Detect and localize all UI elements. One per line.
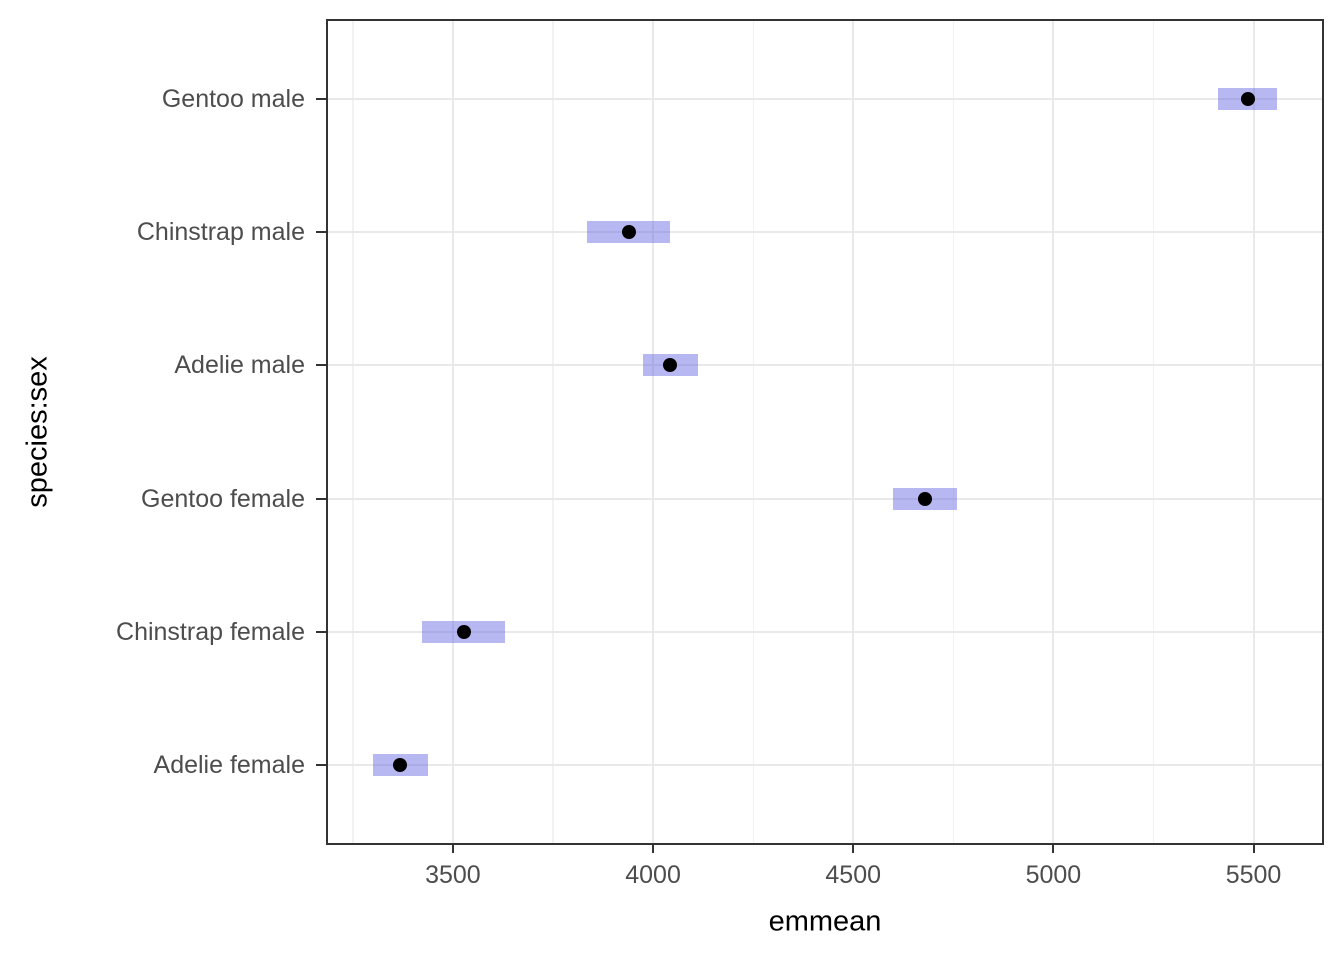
- y-major-gridline: [326, 764, 1324, 767]
- y-axis-category-label: Chinstrap male: [136, 218, 305, 247]
- x-major-gridline: [1052, 19, 1055, 845]
- x-axis-title: emmean: [768, 905, 882, 938]
- emmean-point: [1240, 91, 1255, 106]
- y-major-gridline: [326, 497, 1324, 500]
- y-axis-category-label: Gentoo female: [141, 484, 305, 513]
- y-axis-category-label: Chinstrap female: [116, 617, 305, 646]
- x-axis-tick-label: 4000: [625, 861, 681, 889]
- plot-panel-background: [326, 19, 1324, 845]
- emmean-point: [663, 358, 678, 373]
- y-axis-tick: [316, 764, 326, 767]
- x-minor-gridline: [952, 19, 955, 845]
- y-major-gridline: [326, 364, 1324, 367]
- x-major-gridline: [652, 19, 655, 845]
- y-major-gridline: [326, 630, 1324, 633]
- x-axis-tick: [1252, 845, 1255, 853]
- y-axis-category-label: Adelie male: [174, 351, 305, 380]
- x-axis-tick: [451, 845, 454, 853]
- x-minor-gridline: [552, 19, 554, 845]
- y-axis-tick: [316, 364, 326, 367]
- x-axis-tick-label: 5000: [1025, 861, 1082, 889]
- emmean-point: [393, 758, 408, 773]
- emmean-point: [456, 624, 471, 639]
- y-axis-tick: [316, 231, 326, 234]
- emmean-point: [918, 491, 933, 506]
- y-axis-tick: [316, 97, 326, 100]
- x-axis-tick-label: 4500: [825, 861, 882, 889]
- emmean-point: [621, 225, 636, 240]
- x-major-gridline: [1252, 19, 1255, 845]
- y-axis-tick: [316, 497, 326, 500]
- x-major-gridline: [451, 19, 454, 845]
- x-minor-gridline: [752, 19, 755, 845]
- x-minor-gridline: [1152, 19, 1155, 845]
- x-axis-tick-label: 3500: [425, 861, 481, 889]
- x-axis-tick: [1052, 845, 1055, 853]
- y-axis-title: species:sex: [21, 356, 54, 508]
- y-major-gridline: [326, 231, 1324, 234]
- y-axis-tick: [316, 630, 326, 633]
- x-minor-gridline: [352, 19, 354, 845]
- x-axis-tick-label: 5500: [1225, 861, 1282, 889]
- x-major-gridline: [852, 19, 855, 845]
- x-axis-tick: [652, 845, 655, 853]
- y-axis-category-label: Gentoo male: [161, 84, 305, 113]
- x-axis-tick: [852, 845, 855, 853]
- y-major-gridline: [326, 97, 1324, 100]
- y-axis-category-label: Adelie female: [153, 751, 305, 780]
